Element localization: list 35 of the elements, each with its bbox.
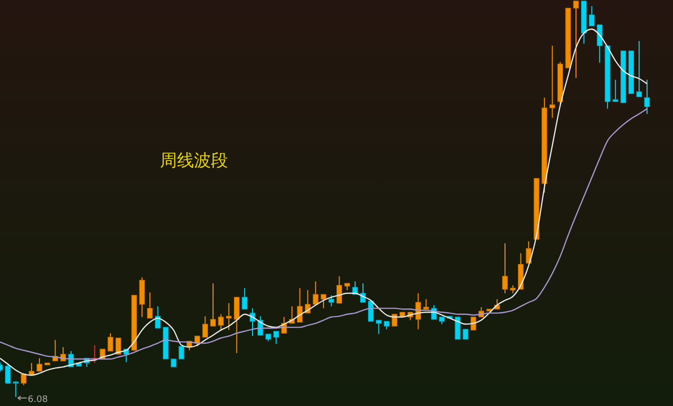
- candlestick: [336, 276, 342, 304]
- candlestick: [644, 79, 650, 114]
- candlestick: [636, 40, 642, 98]
- candlestick: [423, 298, 429, 310]
- candlestick: [147, 292, 153, 319]
- candlestick: [312, 280, 318, 305]
- candlestick: [328, 294, 334, 307]
- candlestick: [116, 338, 122, 355]
- candlestick: [218, 314, 224, 331]
- candlestick: [588, 6, 595, 26]
- candlestick: [297, 288, 303, 323]
- annotation: 6.08: [28, 395, 48, 405]
- candlestick: [320, 294, 326, 309]
- candlestick: [376, 320, 382, 335]
- candlestick: [36, 358, 42, 372]
- candlestick: [573, 0, 579, 78]
- annotation: 周线波段: [160, 151, 228, 171]
- candlestick: [462, 328, 468, 340]
- candlestick: [210, 282, 216, 327]
- candlestick: [360, 282, 366, 303]
- candlestick: [454, 316, 460, 340]
- candlestick: [368, 300, 374, 322]
- candlestick: [234, 296, 240, 354]
- candlestick: [108, 332, 114, 352]
- candlestick: [242, 288, 248, 310]
- candlestick: [550, 45, 556, 118]
- candlestick: [178, 346, 184, 360]
- candlestick: [273, 330, 279, 344]
- candlestick: [226, 302, 232, 331]
- candlestick: [470, 316, 476, 331]
- candlestick: [12, 380, 19, 398]
- candlestick: [5, 364, 11, 384]
- candlestick: [612, 79, 618, 102]
- candlestick: [502, 242, 508, 294]
- candlestick: [202, 316, 208, 338]
